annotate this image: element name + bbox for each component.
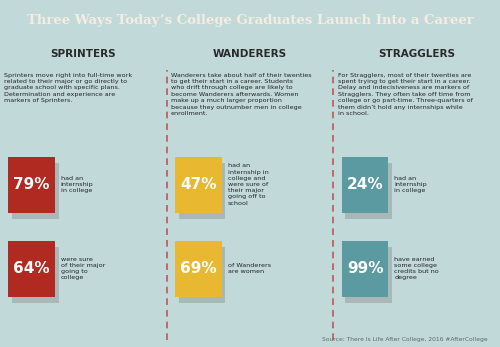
Text: Sprinters move right into full-time work
related to their major or go directly t: Sprinters move right into full-time work… — [4, 73, 132, 103]
FancyBboxPatch shape — [12, 247, 58, 303]
Text: had an
internship
in college: had an internship in college — [61, 176, 94, 193]
Text: 99%: 99% — [347, 261, 384, 276]
Text: 24%: 24% — [346, 177, 384, 192]
Text: 69%: 69% — [180, 261, 216, 276]
Text: have earned
some college
credits but no
degree: have earned some college credits but no … — [394, 257, 439, 280]
FancyBboxPatch shape — [178, 163, 226, 219]
Text: SPRINTERS: SPRINTERS — [50, 49, 116, 59]
FancyBboxPatch shape — [346, 247, 392, 303]
Text: Wanderers take about half of their twenties
to get their start in a career. Stud: Wanderers take about half of their twent… — [171, 73, 312, 116]
Text: STRAGGLERS: STRAGGLERS — [378, 49, 455, 59]
FancyBboxPatch shape — [342, 156, 388, 213]
FancyBboxPatch shape — [175, 156, 222, 213]
Text: were sure
of their major
going to
college: were sure of their major going to colleg… — [61, 257, 105, 280]
Text: 79%: 79% — [14, 177, 50, 192]
FancyBboxPatch shape — [12, 163, 58, 219]
FancyBboxPatch shape — [175, 240, 222, 297]
Text: had an
internship
in college: had an internship in college — [394, 176, 427, 193]
Text: 64%: 64% — [14, 261, 50, 276]
Text: WANDERERS: WANDERERS — [213, 49, 287, 59]
FancyBboxPatch shape — [346, 163, 392, 219]
Text: of Wanderers
are women: of Wanderers are women — [228, 263, 270, 274]
FancyBboxPatch shape — [178, 247, 226, 303]
Text: For Stragglers, most of their twenties are
spent trying to get their start in a : For Stragglers, most of their twenties a… — [338, 73, 472, 116]
FancyBboxPatch shape — [342, 240, 388, 297]
Text: Three Ways Today’s College Graduates Launch Into a Career: Three Ways Today’s College Graduates Lau… — [26, 14, 473, 27]
Text: Source: There Is Life After College, 2016 #AfterCollege: Source: There Is Life After College, 201… — [322, 337, 488, 342]
Text: had an
internship in
college and
were sure of
their major
going off to
school: had an internship in college and were su… — [228, 163, 268, 206]
FancyBboxPatch shape — [8, 156, 55, 213]
FancyBboxPatch shape — [8, 240, 55, 297]
Text: 47%: 47% — [180, 177, 216, 192]
